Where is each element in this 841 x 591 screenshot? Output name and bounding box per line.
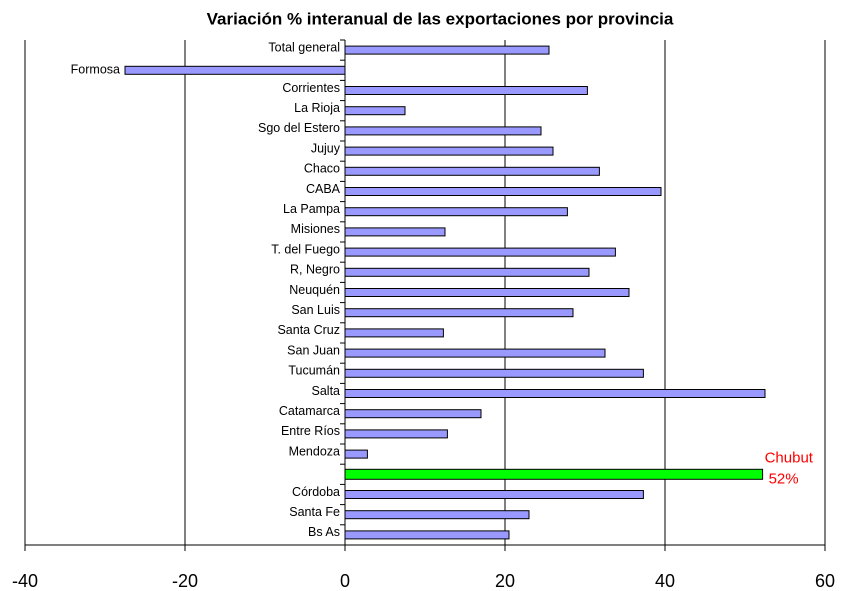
x-tick-label: 40	[655, 571, 675, 591]
category-label: Corrientes	[282, 81, 340, 95]
bar	[344, 247, 616, 257]
bar	[344, 126, 542, 136]
bar	[344, 166, 600, 176]
category-label: CABA	[306, 182, 341, 196]
category-label: Misiones	[291, 222, 340, 236]
category-label: La Pampa	[283, 202, 340, 216]
category-label: Bs As	[308, 525, 340, 539]
category-label: La Rioja	[294, 101, 340, 115]
category-label: San Juan	[287, 343, 340, 357]
category-label: Jujuy	[311, 141, 341, 155]
bar	[344, 308, 574, 318]
category-label: Mendoza	[289, 444, 340, 458]
bar	[344, 146, 554, 156]
category-label: T. del Fuego	[271, 242, 340, 256]
bar	[344, 468, 764, 480]
bar	[124, 65, 346, 75]
x-tick-label: -40	[12, 571, 38, 591]
bar	[344, 409, 482, 419]
bar	[344, 490, 644, 499]
bar	[344, 328, 444, 338]
category-label: Sgo del Estero	[258, 121, 340, 135]
bar	[344, 227, 446, 237]
category-label: San Luis	[291, 303, 340, 317]
category-label: Neuquén	[289, 283, 340, 297]
category-label: Formosa	[71, 63, 120, 77]
category-label: Catamarca	[279, 404, 340, 418]
category-label: Total general	[268, 40, 340, 54]
bar	[344, 429, 448, 439]
bar	[344, 348, 606, 358]
category-label: R, Negro	[290, 263, 340, 277]
bar	[344, 449, 368, 459]
category-label: Córdoba	[292, 485, 340, 499]
bar	[344, 187, 662, 196]
x-tick-label: 20	[495, 571, 515, 591]
category-label: Entre Ríos	[281, 424, 340, 438]
chart-title: Variación % interanual de las exportacio…	[207, 9, 674, 28]
x-tick-label: 0	[340, 571, 350, 591]
bar	[344, 510, 530, 520]
bar	[344, 288, 630, 297]
category-label: Chaco	[304, 162, 340, 176]
bar	[344, 530, 510, 540]
bar	[344, 45, 550, 55]
bar	[344, 207, 568, 217]
annotation: Chubut	[765, 449, 814, 466]
x-tick-label: 60	[815, 571, 835, 591]
category-label: Tucumán	[288, 364, 340, 378]
category-label: Santa Fe	[289, 505, 340, 519]
x-tick-label: -20	[172, 571, 198, 591]
bar	[344, 86, 588, 95]
bar	[344, 267, 590, 277]
annotation: 52%	[769, 470, 799, 487]
bar	[344, 368, 644, 378]
bar	[344, 389, 766, 398]
category-label: Salta	[312, 384, 341, 398]
category-label: Santa Cruz	[277, 323, 340, 337]
bar	[344, 106, 406, 116]
